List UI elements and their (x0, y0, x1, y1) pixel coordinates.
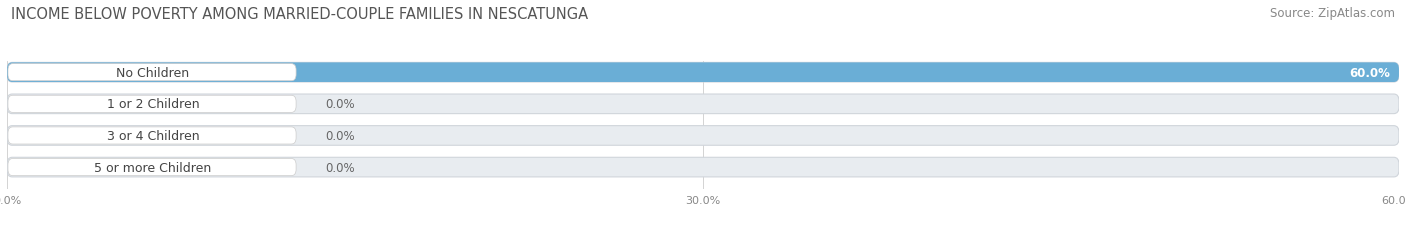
Text: 0.0%: 0.0% (325, 98, 354, 111)
Text: 5 or more Children: 5 or more Children (94, 161, 211, 174)
FancyBboxPatch shape (7, 63, 1399, 83)
Text: 0.0%: 0.0% (325, 161, 354, 174)
Text: Source: ZipAtlas.com: Source: ZipAtlas.com (1270, 7, 1395, 20)
FancyBboxPatch shape (8, 64, 297, 81)
Text: 3 or 4 Children: 3 or 4 Children (107, 129, 200, 142)
FancyBboxPatch shape (7, 95, 1399, 114)
Text: INCOME BELOW POVERTY AMONG MARRIED-COUPLE FAMILIES IN NESCATUNGA: INCOME BELOW POVERTY AMONG MARRIED-COUPL… (11, 7, 588, 22)
Text: No Children: No Children (117, 66, 190, 79)
FancyBboxPatch shape (8, 96, 297, 113)
FancyBboxPatch shape (7, 63, 1399, 83)
FancyBboxPatch shape (7, 158, 1399, 177)
Text: 60.0%: 60.0% (1348, 66, 1389, 79)
Text: 0.0%: 0.0% (325, 129, 354, 142)
Text: 1 or 2 Children: 1 or 2 Children (107, 98, 200, 111)
FancyBboxPatch shape (8, 127, 297, 144)
FancyBboxPatch shape (8, 159, 297, 176)
FancyBboxPatch shape (7, 126, 1399, 146)
